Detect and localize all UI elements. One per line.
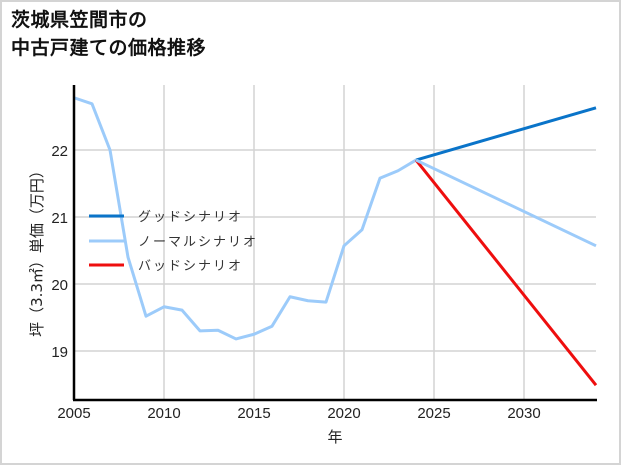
- series-good: [415, 106, 597, 162]
- x-tick-label: 2025: [417, 405, 450, 422]
- series-bad: [414, 159, 598, 387]
- chart-title: 茨城県笠間市の 中古戸建ての価格推移: [11, 6, 206, 62]
- legend-label-normal: ノーマルシナリオ: [138, 235, 258, 250]
- legend: グッドシナリオ ノーマルシナリオ バッドシナリオ: [89, 210, 258, 274]
- y-tick-label: 19: [51, 344, 68, 361]
- grid-lines: [74, 85, 596, 400]
- x-axis-label: 年: [327, 428, 342, 446]
- y-tick-label: 22: [51, 143, 68, 160]
- data-lines: [73, 96, 598, 387]
- y-tick-labels: 19 20 21 22: [51, 143, 68, 361]
- legend-label-good: グッドシナリオ: [138, 210, 243, 225]
- legend-label-bad: バッドシナリオ: [138, 259, 243, 274]
- y-axis-label: 坪（3.3㎡）単価（万円）: [28, 163, 46, 337]
- x-tick-label: 2015: [237, 405, 270, 422]
- x-tick-label: 2010: [147, 405, 180, 422]
- x-tick-label: 2005: [57, 405, 90, 422]
- x-tick-labels: 2005 2010 2015 2020 2025 2030: [57, 405, 540, 422]
- y-tick-label: 21: [51, 210, 68, 227]
- chart-title-line2: 中古戸建ての価格推移: [11, 37, 207, 59]
- series-history: [73, 96, 417, 341]
- x-tick-label: 2030: [507, 405, 540, 422]
- chart-title-line1: 茨城県笠間市の: [11, 9, 148, 31]
- x-tick-label: 2020: [327, 405, 360, 422]
- axes: [72, 85, 597, 402]
- series-normal: [415, 158, 597, 248]
- y-tick-label: 20: [51, 277, 68, 294]
